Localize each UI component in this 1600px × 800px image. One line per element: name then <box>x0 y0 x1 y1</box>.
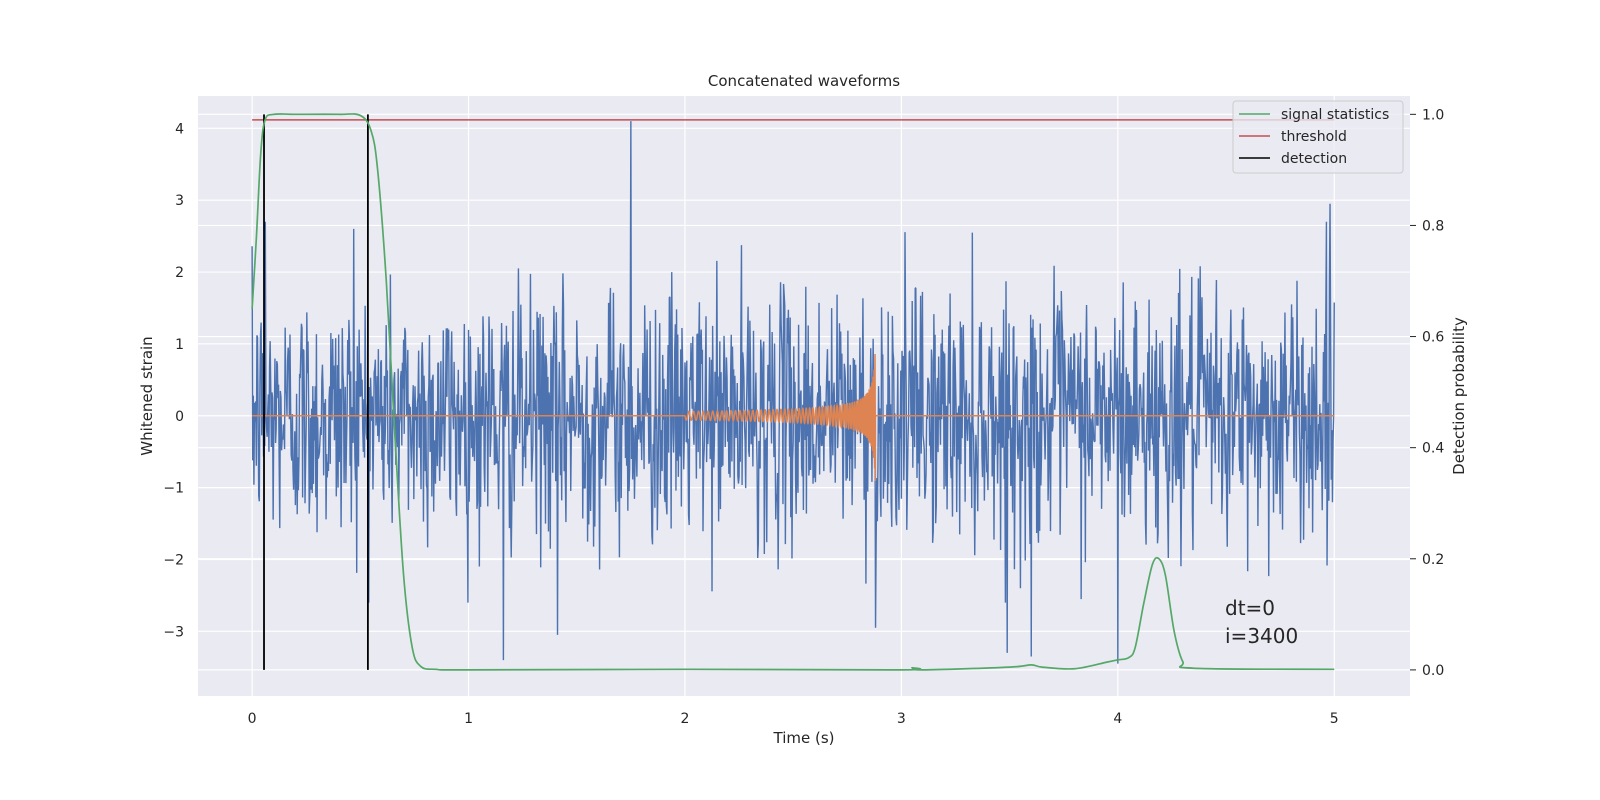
plot-lines <box>251 113 1335 671</box>
annotation-i: i=3400 <box>1225 624 1298 648</box>
y-right-tick-label: 1.0 <box>1422 107 1444 123</box>
signal-statistics-line <box>251 113 1335 671</box>
legend: signal statistics threshold detection <box>1232 100 1404 174</box>
y-left-tick-label: 3 <box>175 193 184 209</box>
y-left-tick-label: 1 <box>175 337 184 353</box>
x-tick-label: 3 <box>897 711 906 727</box>
y-left-tick-label: 2 <box>175 265 184 281</box>
legend-box <box>1232 100 1404 174</box>
y-left-tick-label: −2 <box>163 552 184 568</box>
y-left-tick-label: −3 <box>163 624 184 640</box>
y-right-tick-label: 0.2 <box>1422 552 1444 568</box>
y-left-tick-label: 0 <box>175 409 184 425</box>
y-left-tick-label: 4 <box>175 121 184 137</box>
y-axis-left-title: Whitened strain <box>138 336 156 455</box>
axes-labels: 0 1 2 3 4 5 −3 −2 −1 0 1 2 3 4 0.0 0.2 0.4 0.6 0.8 1.0 <box>163 107 1444 727</box>
legend-label-detection: detection <box>1281 151 1347 167</box>
annotation-dt: dt=0 <box>1225 596 1275 620</box>
x-tick-label: 4 <box>1113 711 1122 727</box>
noise-series-line <box>251 121 1335 664</box>
y-right-tick-label: 0.4 <box>1422 441 1444 457</box>
x-tick-label: 0 <box>248 711 257 727</box>
x-axis-title: Time (s) <box>773 729 835 747</box>
y-right-tick-label: 0.0 <box>1422 663 1444 679</box>
legend-label-threshold: threshold <box>1281 129 1347 145</box>
chirp-series-line <box>252 354 1335 481</box>
chart-title: Concatenated waveforms <box>708 72 900 90</box>
x-tick-label: 5 <box>1330 711 1339 727</box>
y-axis-right-title: Detection probability <box>1450 317 1468 475</box>
x-tick-label: 1 <box>464 711 473 727</box>
y-left-tick-label: −1 <box>163 481 184 497</box>
x-tick-label: 2 <box>681 711 690 727</box>
y-right-tick-label: 0.6 <box>1422 330 1444 346</box>
y-right-tick-label: 0.8 <box>1422 218 1444 234</box>
legend-label-signal-statistics: signal statistics <box>1281 107 1389 123</box>
